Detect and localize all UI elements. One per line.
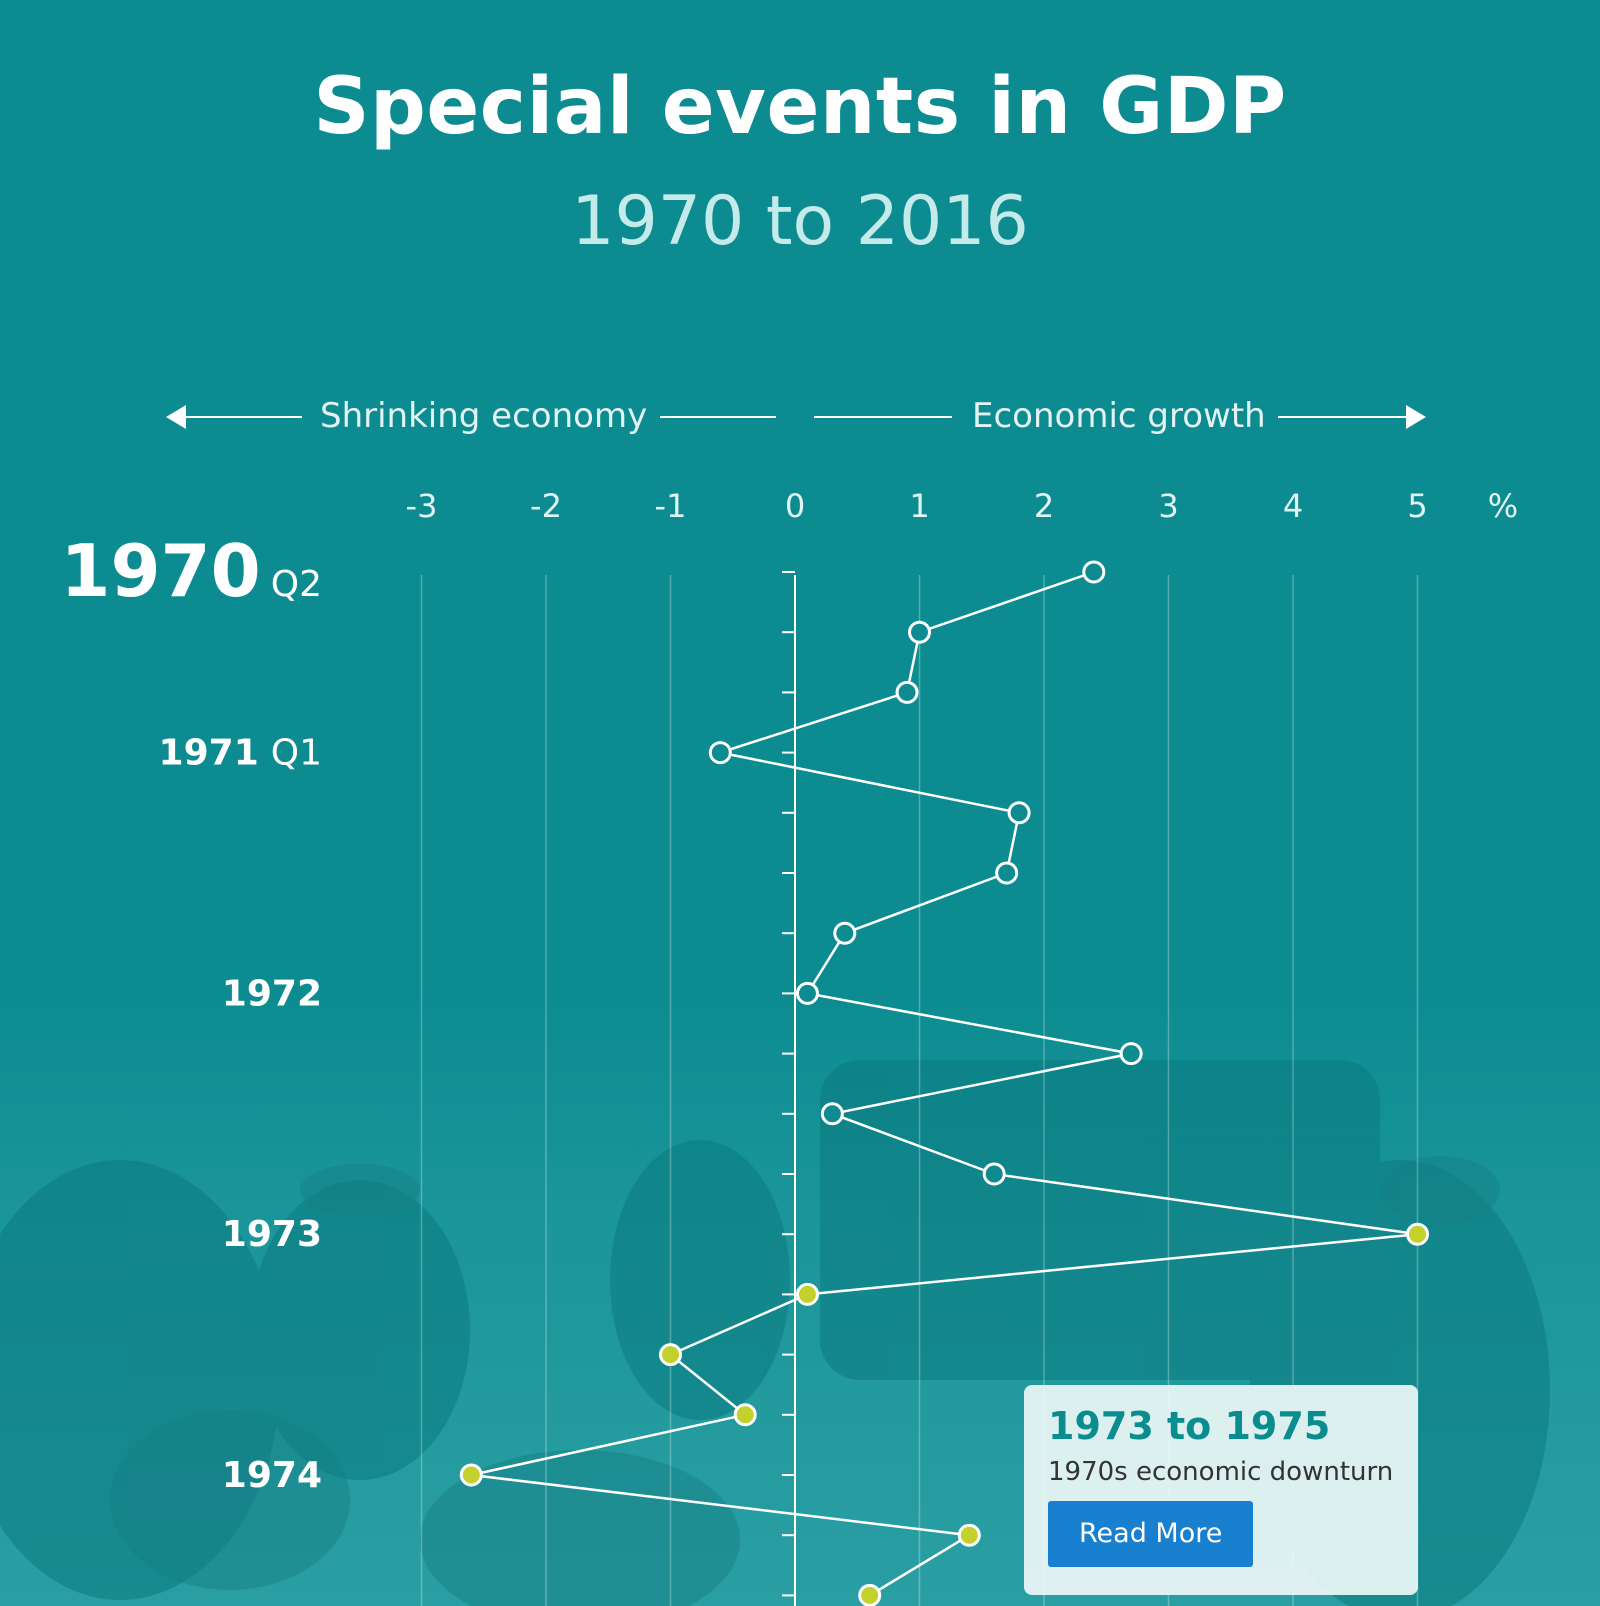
series-segment — [869, 1534, 970, 1597]
series-segment — [919, 570, 1095, 634]
tooltip-description: 1970s economic downturn — [1048, 1457, 1394, 1487]
series-segment — [994, 1172, 1418, 1236]
read-more-button[interactable]: Read More — [1048, 1501, 1254, 1567]
data-point-1974-Q2[interactable] — [957, 1523, 981, 1547]
series-segment — [471, 1473, 970, 1537]
year-text: 1972 — [222, 973, 322, 1014]
page-title: Special events in GDP — [313, 62, 1287, 152]
series-segment — [844, 871, 1008, 935]
economic-growth-label: Economic growth — [972, 396, 1266, 436]
series-segment — [807, 1232, 1418, 1296]
x-tick-label: -1 — [655, 487, 687, 525]
series-segment — [807, 992, 1132, 1055]
data-point-1970-Q4[interactable] — [895, 680, 919, 704]
series-segment — [669, 1293, 808, 1356]
x-tick-label: -2 — [530, 487, 562, 525]
year-label-1974: 1974 — [222, 1455, 322, 1496]
data-point-1973-Q2[interactable] — [795, 1282, 819, 1306]
x-tick-label: 3 — [1158, 487, 1178, 525]
x-tick-label: -3 — [406, 487, 438, 525]
year-label-1972: 1972 — [222, 973, 322, 1014]
year-label-1973: 1973 — [222, 1214, 322, 1255]
data-point-1971-Q1[interactable] — [708, 741, 732, 765]
right-arrow-icon — [1406, 405, 1426, 429]
data-point-1972-Q3[interactable] — [820, 1102, 844, 1126]
direction-legend: Shrinking economy Economic growth — [166, 396, 1426, 436]
series-segment — [720, 751, 1020, 815]
x-tick-label: 0 — [785, 487, 805, 525]
data-point-1974-Q1[interactable] — [459, 1463, 483, 1487]
quarter-text: Q2 — [271, 564, 322, 605]
tooltip-title: 1973 to 1975 — [1048, 1404, 1331, 1448]
year-labels: 1970 Q2 1971 Q1 1972 1973 1974 — [60, 529, 322, 1496]
data-point-1971-Q3[interactable] — [995, 861, 1019, 885]
data-point-1973-Q1[interactable] — [1406, 1222, 1429, 1246]
series-segment — [806, 932, 846, 995]
quarter-text: Q1 — [271, 733, 322, 774]
x-tick-label: 4 — [1283, 487, 1303, 525]
event-tooltip: 1973 to 1975 1970s economic downturn Rea… — [1024, 1385, 1418, 1595]
series-segment — [719, 691, 908, 754]
left-arrow-icon — [166, 405, 186, 429]
data-point-1970-Q2[interactable] — [1082, 560, 1106, 584]
data-point-1973-Q4[interactable] — [733, 1403, 757, 1427]
x-tick-label: 5 — [1407, 487, 1427, 525]
series-segment — [669, 1353, 746, 1416]
data-point-1973-Q3[interactable] — [659, 1343, 682, 1367]
data-point-1970-Q3[interactable] — [908, 620, 931, 644]
series-segment — [831, 1112, 995, 1176]
year-text: 1971 — [159, 733, 259, 774]
x-tick-label: 2 — [1034, 487, 1054, 525]
year-label-1970: 1970 Q2 — [60, 529, 322, 613]
series-line — [471, 570, 1418, 1597]
unit-label: % — [1488, 487, 1518, 525]
x-axis-ticks: -3 -2 -1 0 1 2 3 4 5 — [406, 487, 1428, 525]
series-points — [459, 560, 1429, 1606]
data-point-1972-Q2[interactable] — [1119, 1042, 1143, 1066]
series-segment — [471, 1413, 746, 1477]
year-label-1971: 1971 Q1 — [159, 733, 322, 774]
x-tick-label: 1 — [909, 487, 929, 525]
data-point-1971-Q2[interactable] — [1007, 801, 1031, 825]
data-point-1972-Q4[interactable] — [982, 1162, 1006, 1186]
year-text: 1974 — [222, 1455, 322, 1496]
series-segment — [832, 1052, 1132, 1116]
page-subtitle: 1970 to 2016 — [571, 182, 1029, 261]
shrinking-economy-label: Shrinking economy — [320, 396, 647, 436]
zero-axis — [782, 571, 796, 1606]
year-text: 1970 — [60, 529, 260, 613]
data-point-1974-Q3[interactable] — [858, 1583, 882, 1606]
data-point-1971-Q4[interactable] — [833, 921, 857, 945]
year-text: 1973 — [222, 1214, 322, 1255]
data-point-1972-Q1[interactable] — [795, 981, 819, 1005]
